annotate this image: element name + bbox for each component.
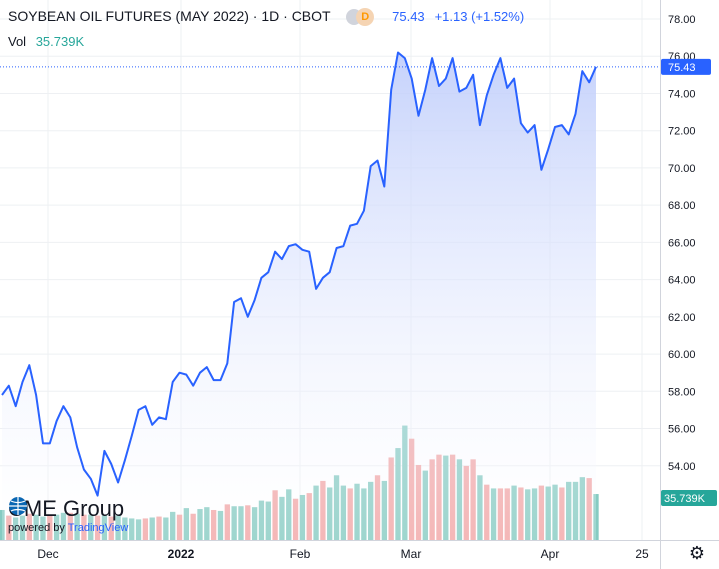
tradingview-text: TradingView [67, 522, 129, 534]
powered-by[interactable]: powered by TradingView [8, 522, 128, 534]
y-tick-label: 62.00 [668, 312, 696, 324]
price-area [2, 52, 596, 540]
status-badges: D [346, 8, 375, 27]
y-tick-label: 64.00 [668, 275, 696, 287]
last-price-label-bg [661, 58, 711, 75]
settings-gear-icon[interactable]: ⚙ [688, 543, 705, 563]
x-tick-label: Dec [37, 547, 58, 561]
cme-brand-text: CME Group [8, 496, 125, 521]
volume-value-label: 35.739K [664, 493, 706, 505]
price-line [1, 51, 597, 497]
y-tick-label: 56.00 [668, 424, 696, 436]
x-tick-label: 25 [635, 547, 649, 561]
volume-label[interactable]: Vol [8, 34, 27, 49]
x-tick-label: Apr [541, 547, 560, 561]
cme-logo: CME Group [8, 496, 124, 522]
x-tick-label: Mar [401, 547, 422, 561]
last-price: 75.43 [392, 9, 425, 24]
last-price-label: 75.43 [668, 62, 696, 74]
symbol-title[interactable]: SOYBEAN OIL FUTURES (MAY 2022) · 1D · CB… [8, 8, 331, 24]
cme-globe-icon [9, 497, 27, 515]
x-tick-label: 2022 [168, 547, 195, 561]
y-tick-label: 54.00 [668, 461, 696, 473]
volume-value-label-bg [661, 490, 717, 506]
y-tick-label: 66.00 [668, 237, 696, 249]
y-tick-label: 72.00 [668, 126, 696, 138]
y-tick-label: 58.00 [668, 386, 696, 398]
delayed-badge: D [356, 8, 375, 27]
volume-value: 35.739K [35, 34, 85, 49]
x-tick-label: Feb [290, 547, 311, 561]
volume-legend: Vol 35.739K [8, 34, 84, 49]
y-tick-label: 74.00 [668, 88, 696, 100]
y-tick-label: 70.00 [668, 163, 696, 175]
powered-by-text: powered by [8, 522, 65, 534]
y-tick-label: 60.00 [668, 349, 696, 361]
price-change: +1.13 (+1.52%) [434, 9, 525, 24]
y-tick-label: 68.00 [668, 200, 696, 212]
chart-header: SOYBEAN OIL FUTURES (MAY 2022) · 1D · CB… [8, 8, 525, 27]
y-tick-label: 78.00 [668, 14, 696, 26]
